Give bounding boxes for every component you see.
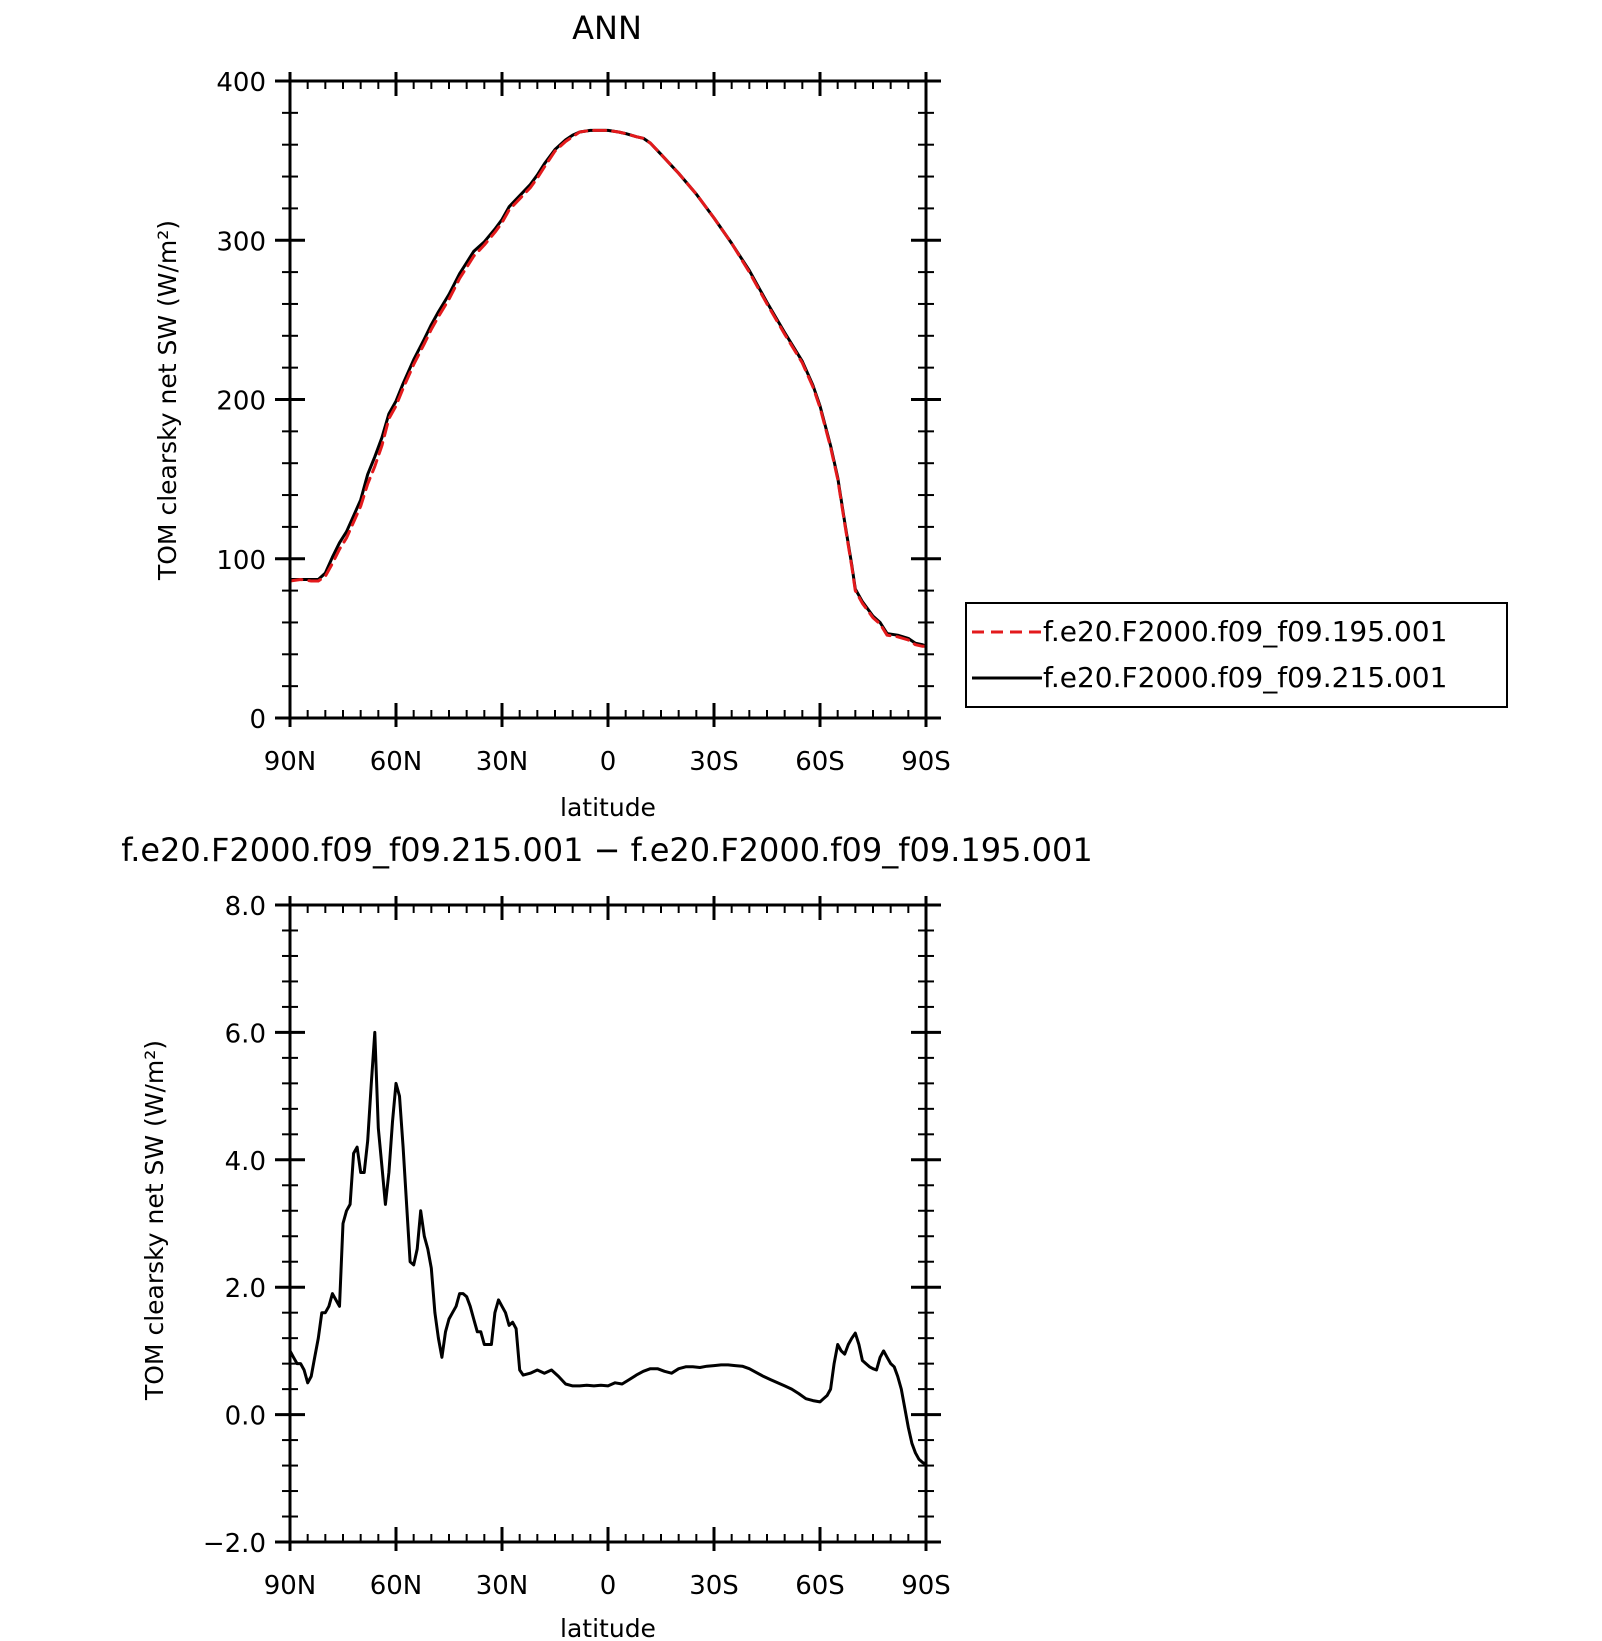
top-chart-y-tick-label: 0: [249, 705, 266, 735]
bottom-chart-x-tick-label: 90S: [901, 1571, 951, 1601]
top-chart-x-tick-label: 90N: [264, 747, 317, 777]
bottom-chart-x-tick-label: 0: [600, 1571, 617, 1601]
top-chart-y-tick-label: 300: [216, 227, 266, 257]
top-chart-x-tick-label: 30S: [689, 747, 739, 777]
top-chart-y-tick-label: 200: [216, 387, 266, 417]
top-chart-plot-frame: [288, 79, 928, 720]
bottom-chart-x-axis-label: latitude: [560, 1614, 656, 1641]
bottom-chart-x-tick-label: 90N: [264, 1571, 317, 1601]
bottom-chart: f.e20.F2000.f09_f09.215.001 − f.e20.F200…: [121, 831, 1093, 1641]
top-chart-x-tick-label: 0: [600, 747, 617, 777]
top-chart-y-tick-label: 400: [216, 68, 266, 98]
top-chart-x-axis-label: latitude: [560, 793, 656, 822]
top-chart-x-tick-label: 30N: [476, 747, 529, 777]
bottom-chart-series-line-1: [288, 1030, 928, 1466]
legend: f.e20.F2000.f09_f09.195.001 f.e20.F2000.…: [965, 602, 1508, 708]
top-chart-x-tick-label: 90S: [901, 747, 951, 777]
top-chart-series: [288, 128, 928, 648]
bottom-chart-y-axis-label: TOM clearsky net SW (W/m²): [140, 1040, 169, 1401]
top-chart-x-tick-label: 60N: [370, 747, 423, 777]
bottom-chart-title: f.e20.F2000.f09_f09.215.001 − f.e20.F200…: [121, 831, 1093, 869]
top-chart-series-line-1: [288, 128, 928, 648]
bottom-chart-y-tick-label: −2.0: [203, 1529, 266, 1559]
top-chart-y-axis-label: TOM clearsky net SW (W/m²): [153, 220, 182, 581]
top-chart-x-tick-label: 60S: [795, 747, 845, 777]
legend-label-series-1: f.e20.F2000.f09_f09.195.001: [1043, 615, 1447, 648]
top-chart-series-line-2: [288, 128, 928, 648]
bottom-chart-series: [288, 1030, 928, 1466]
legend-box: [965, 602, 1508, 708]
bottom-chart-x-tick-label: 60N: [370, 1571, 423, 1601]
bottom-chart-ticks: [275, 896, 941, 1551]
bottom-chart-y-tick-label: 6.0: [225, 1019, 266, 1049]
bottom-chart-x-tick-label: 30S: [689, 1571, 739, 1601]
bottom-chart-y-tick-label: 0.0: [225, 1402, 266, 1432]
top-chart-y-tick-label: 100: [216, 546, 266, 576]
bottom-chart-y-tick-label: 2.0: [225, 1274, 266, 1304]
top-chart: ANN 90N 60N 30N 0 30S 60S 90S 0 100 200 300 400 TOM…: [153, 9, 951, 822]
top-chart-tick-labels: 90N 60N 30N 0 30S 60S 90S 0 100 200 300 400: [216, 68, 950, 777]
bottom-chart-y-tick-label: 8.0: [225, 892, 266, 922]
bottom-chart-plot-frame: [288, 903, 928, 1544]
bottom-chart-x-tick-label: 60S: [795, 1571, 845, 1601]
legend-label-series-2: f.e20.F2000.f09_f09.215.001: [1043, 661, 1447, 694]
bottom-chart-tick-labels: 90N 60N 30N 0 30S 60S 90S −2.0 0.0 2.0 4.0 6.0 8.0: [203, 892, 951, 1601]
bottom-chart-y-tick-label: 4.0: [225, 1147, 266, 1177]
bottom-chart-x-tick-label: 30N: [476, 1571, 529, 1601]
top-chart-ticks: [275, 72, 941, 727]
top-chart-title: ANN: [572, 9, 642, 47]
